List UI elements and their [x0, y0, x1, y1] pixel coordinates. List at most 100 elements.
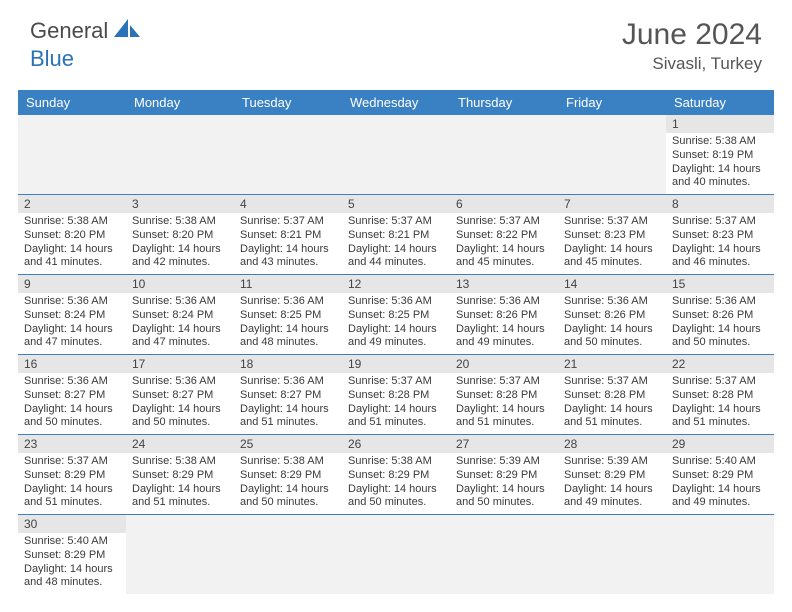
month-title: June 2024 — [622, 18, 762, 52]
day-sunset: Sunset: 8:27 PM — [24, 389, 120, 403]
day-day2: and 51 minutes. — [240, 416, 336, 430]
day-day1: Daylight: 14 hours — [564, 403, 660, 417]
day-cell: 8Sunrise: 5:37 AMSunset: 8:23 PMDaylight… — [666, 195, 774, 274]
day-sunset: Sunset: 8:26 PM — [672, 309, 768, 323]
day-number: 6 — [450, 195, 558, 213]
dayname: Sunday — [18, 90, 126, 115]
day-sunset: Sunset: 8:20 PM — [132, 229, 228, 243]
day-day2: and 49 minutes. — [348, 336, 444, 350]
day-sunset: Sunset: 8:29 PM — [240, 469, 336, 483]
day-day2: and 50 minutes. — [672, 336, 768, 350]
day-cell: 19Sunrise: 5:37 AMSunset: 8:28 PMDayligh… — [342, 355, 450, 434]
empty-cell — [18, 115, 126, 194]
day-day1: Daylight: 14 hours — [24, 243, 120, 257]
day-sunrise: Sunrise: 5:37 AM — [456, 375, 552, 389]
calendar: SundayMondayTuesdayWednesdayThursdayFrid… — [18, 90, 774, 594]
day-cell: 5Sunrise: 5:37 AMSunset: 8:21 PMDaylight… — [342, 195, 450, 274]
day-cell: 21Sunrise: 5:37 AMSunset: 8:28 PMDayligh… — [558, 355, 666, 434]
day-sunset: Sunset: 8:21 PM — [240, 229, 336, 243]
day-day2: and 50 minutes. — [564, 336, 660, 350]
day-sunset: Sunset: 8:29 PM — [24, 469, 120, 483]
empty-cell — [558, 115, 666, 194]
day-sunrise: Sunrise: 5:37 AM — [348, 375, 444, 389]
day-cell: 9Sunrise: 5:36 AMSunset: 8:24 PMDaylight… — [18, 275, 126, 354]
day-sunrise: Sunrise: 5:37 AM — [564, 375, 660, 389]
day-number: 9 — [18, 275, 126, 293]
day-cell: 10Sunrise: 5:36 AMSunset: 8:24 PMDayligh… — [126, 275, 234, 354]
week-row: 9Sunrise: 5:36 AMSunset: 8:24 PMDaylight… — [18, 275, 774, 355]
day-day2: and 51 minutes. — [348, 416, 444, 430]
week-row: 2Sunrise: 5:38 AMSunset: 8:20 PMDaylight… — [18, 195, 774, 275]
day-sunset: Sunset: 8:28 PM — [348, 389, 444, 403]
logo-text-blue-wrap: Blue — [30, 46, 74, 72]
day-cell: 24Sunrise: 5:38 AMSunset: 8:29 PMDayligh… — [126, 435, 234, 514]
day-number: 25 — [234, 435, 342, 453]
day-details: Sunrise: 5:37 AMSunset: 8:29 PMDaylight:… — [18, 453, 126, 514]
day-day2: and 45 minutes. — [564, 256, 660, 270]
day-number: 30 — [18, 515, 126, 533]
sail-icon — [114, 19, 140, 44]
day-day2: and 50 minutes. — [240, 496, 336, 510]
day-number: 29 — [666, 435, 774, 453]
day-number: 8 — [666, 195, 774, 213]
day-day1: Daylight: 14 hours — [24, 323, 120, 337]
day-day1: Daylight: 14 hours — [456, 403, 552, 417]
day-day2: and 48 minutes. — [24, 576, 120, 590]
day-day1: Daylight: 14 hours — [240, 323, 336, 337]
day-day2: and 50 minutes. — [456, 496, 552, 510]
day-details: Sunrise: 5:37 AMSunset: 8:23 PMDaylight:… — [558, 213, 666, 274]
day-cell: 18Sunrise: 5:36 AMSunset: 8:27 PMDayligh… — [234, 355, 342, 434]
day-number: 14 — [558, 275, 666, 293]
day-day2: and 49 minutes. — [456, 336, 552, 350]
weeks: 1Sunrise: 5:38 AMSunset: 8:19 PMDaylight… — [18, 115, 774, 594]
day-sunset: Sunset: 8:28 PM — [564, 389, 660, 403]
day-number: 18 — [234, 355, 342, 373]
day-day2: and 49 minutes. — [564, 496, 660, 510]
day-sunset: Sunset: 8:27 PM — [240, 389, 336, 403]
logo-text-general: General — [30, 18, 108, 44]
day-details: Sunrise: 5:38 AMSunset: 8:20 PMDaylight:… — [18, 213, 126, 274]
day-day1: Daylight: 14 hours — [456, 323, 552, 337]
day-day1: Daylight: 14 hours — [672, 243, 768, 257]
day-sunset: Sunset: 8:19 PM — [672, 149, 768, 163]
day-number: 19 — [342, 355, 450, 373]
week-row: 30Sunrise: 5:40 AMSunset: 8:29 PMDayligh… — [18, 515, 774, 594]
day-day1: Daylight: 14 hours — [672, 163, 768, 177]
day-day2: and 42 minutes. — [132, 256, 228, 270]
day-cell: 1Sunrise: 5:38 AMSunset: 8:19 PMDaylight… — [666, 115, 774, 194]
day-number: 10 — [126, 275, 234, 293]
day-details: Sunrise: 5:38 AMSunset: 8:29 PMDaylight:… — [126, 453, 234, 514]
day-day1: Daylight: 14 hours — [24, 403, 120, 417]
day-cell: 30Sunrise: 5:40 AMSunset: 8:29 PMDayligh… — [18, 515, 126, 594]
day-cell: 3Sunrise: 5:38 AMSunset: 8:20 PMDaylight… — [126, 195, 234, 274]
day-cell: 4Sunrise: 5:37 AMSunset: 8:21 PMDaylight… — [234, 195, 342, 274]
day-number: 15 — [666, 275, 774, 293]
logo-text-blue: Blue — [30, 46, 74, 71]
day-sunset: Sunset: 8:23 PM — [564, 229, 660, 243]
day-sunrise: Sunrise: 5:36 AM — [24, 295, 120, 309]
day-day1: Daylight: 14 hours — [24, 483, 120, 497]
week-row: 16Sunrise: 5:36 AMSunset: 8:27 PMDayligh… — [18, 355, 774, 435]
day-details: Sunrise: 5:36 AMSunset: 8:27 PMDaylight:… — [126, 373, 234, 434]
day-sunrise: Sunrise: 5:37 AM — [348, 215, 444, 229]
week-row: 1Sunrise: 5:38 AMSunset: 8:19 PMDaylight… — [18, 115, 774, 195]
day-sunrise: Sunrise: 5:36 AM — [672, 295, 768, 309]
day-details: Sunrise: 5:38 AMSunset: 8:29 PMDaylight:… — [234, 453, 342, 514]
day-cell: 11Sunrise: 5:36 AMSunset: 8:25 PMDayligh… — [234, 275, 342, 354]
day-sunset: Sunset: 8:22 PM — [456, 229, 552, 243]
day-cell: 12Sunrise: 5:36 AMSunset: 8:25 PMDayligh… — [342, 275, 450, 354]
day-sunset: Sunset: 8:20 PM — [24, 229, 120, 243]
day-day1: Daylight: 14 hours — [132, 243, 228, 257]
day-details: Sunrise: 5:37 AMSunset: 8:28 PMDaylight:… — [342, 373, 450, 434]
day-details: Sunrise: 5:38 AMSunset: 8:19 PMDaylight:… — [666, 133, 774, 194]
day-sunset: Sunset: 8:25 PM — [348, 309, 444, 323]
day-sunrise: Sunrise: 5:37 AM — [456, 215, 552, 229]
day-day1: Daylight: 14 hours — [672, 323, 768, 337]
dayname: Wednesday — [342, 90, 450, 115]
day-day2: and 49 minutes. — [672, 496, 768, 510]
day-details: Sunrise: 5:36 AMSunset: 8:24 PMDaylight:… — [126, 293, 234, 354]
day-day1: Daylight: 14 hours — [240, 483, 336, 497]
day-details: Sunrise: 5:37 AMSunset: 8:22 PMDaylight:… — [450, 213, 558, 274]
day-details: Sunrise: 5:36 AMSunset: 8:26 PMDaylight:… — [450, 293, 558, 354]
day-day2: and 51 minutes. — [24, 496, 120, 510]
